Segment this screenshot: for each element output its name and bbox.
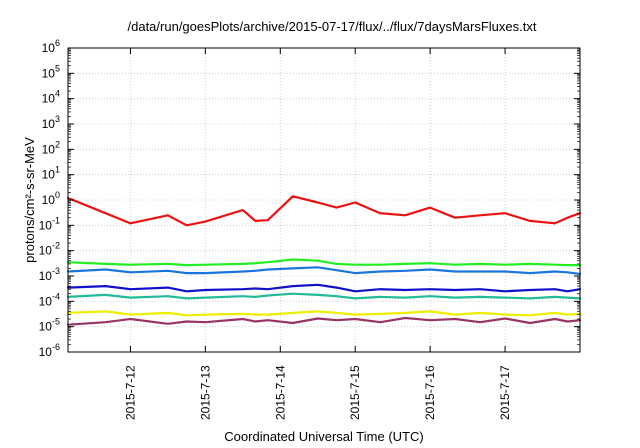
x-tick-label: 2015-7-13 [198, 365, 212, 420]
y-tick-label: 10-1 [39, 215, 60, 232]
x-tick-labels: 2015-7-12 2015-7-13 2015-7-14 2015-7-15 2015… [123, 365, 512, 420]
y-tick-label: 101 [42, 165, 60, 182]
y-tick-label: 10-2 [39, 241, 60, 258]
series-line-2 [66, 258, 582, 267]
y-tick-label: 100 [42, 190, 60, 207]
series-line-6 [66, 310, 582, 317]
y-tick-label: 102 [42, 139, 60, 156]
y-tick-label: 10-5 [39, 317, 60, 334]
series-line-3 [66, 266, 582, 276]
x-tick-label: 2015-7-17 [498, 365, 512, 420]
y-tick-label: 104 [42, 89, 60, 106]
y-tick-label: 105 [42, 63, 60, 80]
x-tick-label: 2015-7-12 [123, 365, 137, 420]
grid-lines [68, 48, 580, 352]
x-tick-label: 2015-7-16 [423, 365, 437, 420]
series-layer [66, 195, 582, 326]
series-line-1 [66, 195, 582, 227]
plot-frame [67, 47, 581, 353]
x-axis-label: Coordinated Universal Time (UTC) [224, 429, 423, 444]
x-tick-label: 2015-7-14 [273, 365, 287, 420]
y-tick-labels: 10-6 10-5 10-4 10-3 10-2 10-1 100 101 102 103 104 1… [39, 38, 60, 359]
y-tick-label: 10-4 [39, 291, 60, 308]
series-line-4 [66, 283, 582, 293]
series-line-7 [66, 316, 582, 326]
y-tick-label: 10-3 [39, 266, 60, 283]
series-line-5 [66, 292, 582, 300]
y-tick-label: 106 [42, 38, 60, 55]
y-tick-label: 103 [42, 114, 60, 131]
chart-title: /data/run/goesPlots/archive/2015-07-17/f… [128, 19, 537, 34]
y-axis-label: protons/cm²-s-sr-MeV [22, 137, 37, 263]
y-tick-label: 10-6 [39, 342, 60, 359]
x-tick-label: 2015-7-15 [348, 365, 362, 420]
